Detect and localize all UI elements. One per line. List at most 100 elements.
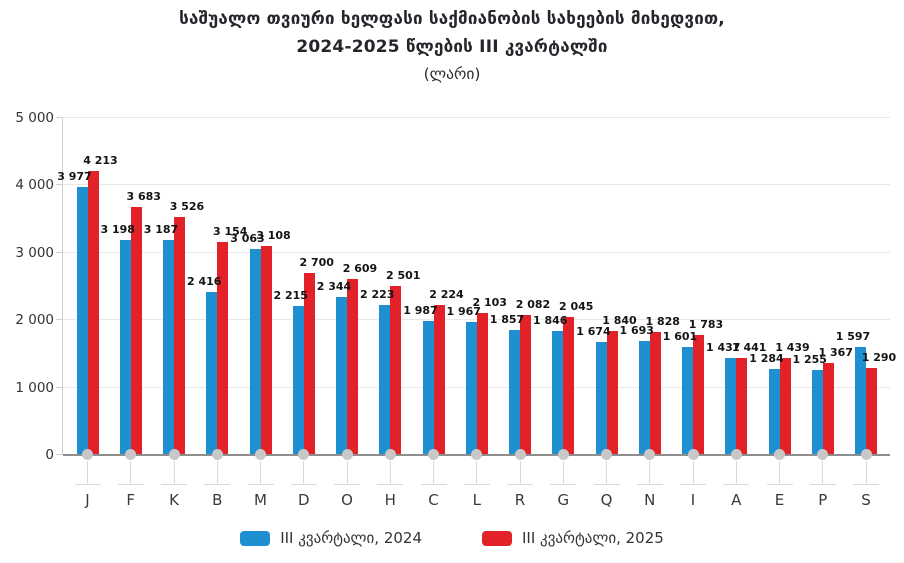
x-axis-label-Q: Q [600,491,613,509]
bar-2024-F [119,239,131,455]
category-marker-icon [255,449,266,460]
value-label-2024-A: 1 437 [706,341,741,355]
category-marker-stem [346,461,348,485]
category-marker-stem [130,461,132,485]
category-marker-icon [384,449,396,460]
y-axis-label-0: 0 [45,447,54,463]
bar-2024-H [379,305,391,455]
category-marker-icon [125,449,137,460]
category-marker-icon [471,449,483,460]
bar-2025-H [390,286,402,455]
value-label-2025-R: 2 082 [515,297,551,311]
bar-2025-P [822,362,834,455]
bar-2024-N [638,340,650,455]
value-label-2024-F: 3 198 [100,222,135,236]
category-marker-stem [87,461,88,485]
bar-2025-N [649,331,661,455]
bar-2024-B [206,292,218,455]
bar-2025-A [736,357,748,455]
bar-2024-E [768,368,780,455]
bar-2024-K [163,240,174,455]
category-marker-icon [817,449,829,460]
category-marker-stem [692,461,694,485]
value-label-2024-R: 1 857 [489,312,525,326]
category-marker-icon [168,449,180,460]
category-marker-icon [860,449,872,460]
category-marker-icon [644,449,656,460]
category-marker-icon [82,449,93,460]
bar-2025-E [779,358,791,455]
category-marker-stem [260,461,261,485]
y-axis-tick-5000 [56,117,63,118]
category-marker-cap [507,484,533,485]
bar-2025-C [433,305,445,455]
x-axis-label-P: P [818,491,828,509]
category-marker-stem [303,461,305,485]
bar-2024-O [336,297,347,455]
value-label-2024-S: 1 597 [835,330,871,344]
category-marker-cap [247,484,274,485]
category-marker-icon [687,449,699,460]
category-marker-cap [74,484,101,485]
bar-2024-S [855,347,866,455]
category-marker-stem [562,461,564,485]
category-marker-cap [593,484,620,485]
value-label-2024-C: 1 987 [403,304,438,318]
category-marker-stem [606,461,607,485]
value-label-2024-J: 3 977 [57,170,92,183]
category-marker-icon [601,449,612,460]
legend-label-2024: III კვარტალი, 2024 [280,529,422,547]
bar-2024-C [422,321,434,455]
category-marker-icon [557,449,569,460]
y-axis-tick-1000 [56,386,63,388]
value-label-2025-K: 3 526 [169,200,205,214]
x-axis-label-I: I [690,491,696,509]
bar-2025-M [260,245,272,455]
value-label-2024-G: 1 846 [533,313,568,327]
category-marker-cap [680,484,706,485]
x-axis-label-B: B [212,491,223,509]
category-marker-icon [774,449,785,460]
x-axis-label-K: K [169,491,179,509]
value-label-2024-B: 2 416 [187,275,222,289]
chart-title-line2: 2024-2025 წლების III კვარტალში [296,37,608,57]
legend-item-2025: III კვარტალი, 2025 [482,529,664,547]
value-label-2024-N: 1 693 [619,323,654,337]
y-axis-label-5000: 5 000 [15,110,54,126]
value-label-2025-C: 2 224 [429,288,464,302]
value-label-2025-I: 1 783 [688,317,724,331]
category-marker-icon [428,449,439,460]
bar-2024-I [682,347,693,455]
y-axis-label-1000: 1 000 [15,379,54,396]
y-axis-tick-0 [56,454,63,455]
x-axis-label-E: E [774,491,785,509]
bar-2025-Q [606,331,618,455]
x-axis-label-L: L [472,491,481,509]
category-marker-cap [550,484,577,485]
value-label-2024-K: 3 187 [143,223,179,237]
category-marker-stem [476,461,478,485]
category-marker-icon [211,449,223,460]
value-label-2024-H: 2 223 [360,288,395,302]
bar-2025-K [174,217,185,455]
bar-2024-R [509,329,520,455]
category-marker-stem [216,461,218,485]
category-marker-cap [161,484,187,485]
value-label-2024-I: 1 601 [662,330,698,344]
category-marker-cap [204,484,231,485]
legend-label-2025: III კვარტალი, 2025 [522,529,664,547]
value-label-2025-P: 1 367 [818,345,853,359]
gridline-5000 [63,117,890,118]
bar-2024-Q [595,342,607,455]
category-marker-cap [290,484,317,485]
chart-legend: III კვარტალი, 2024 III კვარტალი, 2025 [0,529,904,547]
category-marker-cap [334,484,360,485]
x-axis-label-A: A [731,491,742,509]
y-axis-tick-4000 [56,184,63,186]
x-axis-label-O: O [341,491,353,509]
category-marker-cap [420,484,447,485]
category-marker-stem [649,461,651,485]
bar-2025-B [217,242,229,455]
y-axis-label-2000: 2 000 [15,312,54,329]
chart-title-line3: (ლარი) [423,65,481,83]
